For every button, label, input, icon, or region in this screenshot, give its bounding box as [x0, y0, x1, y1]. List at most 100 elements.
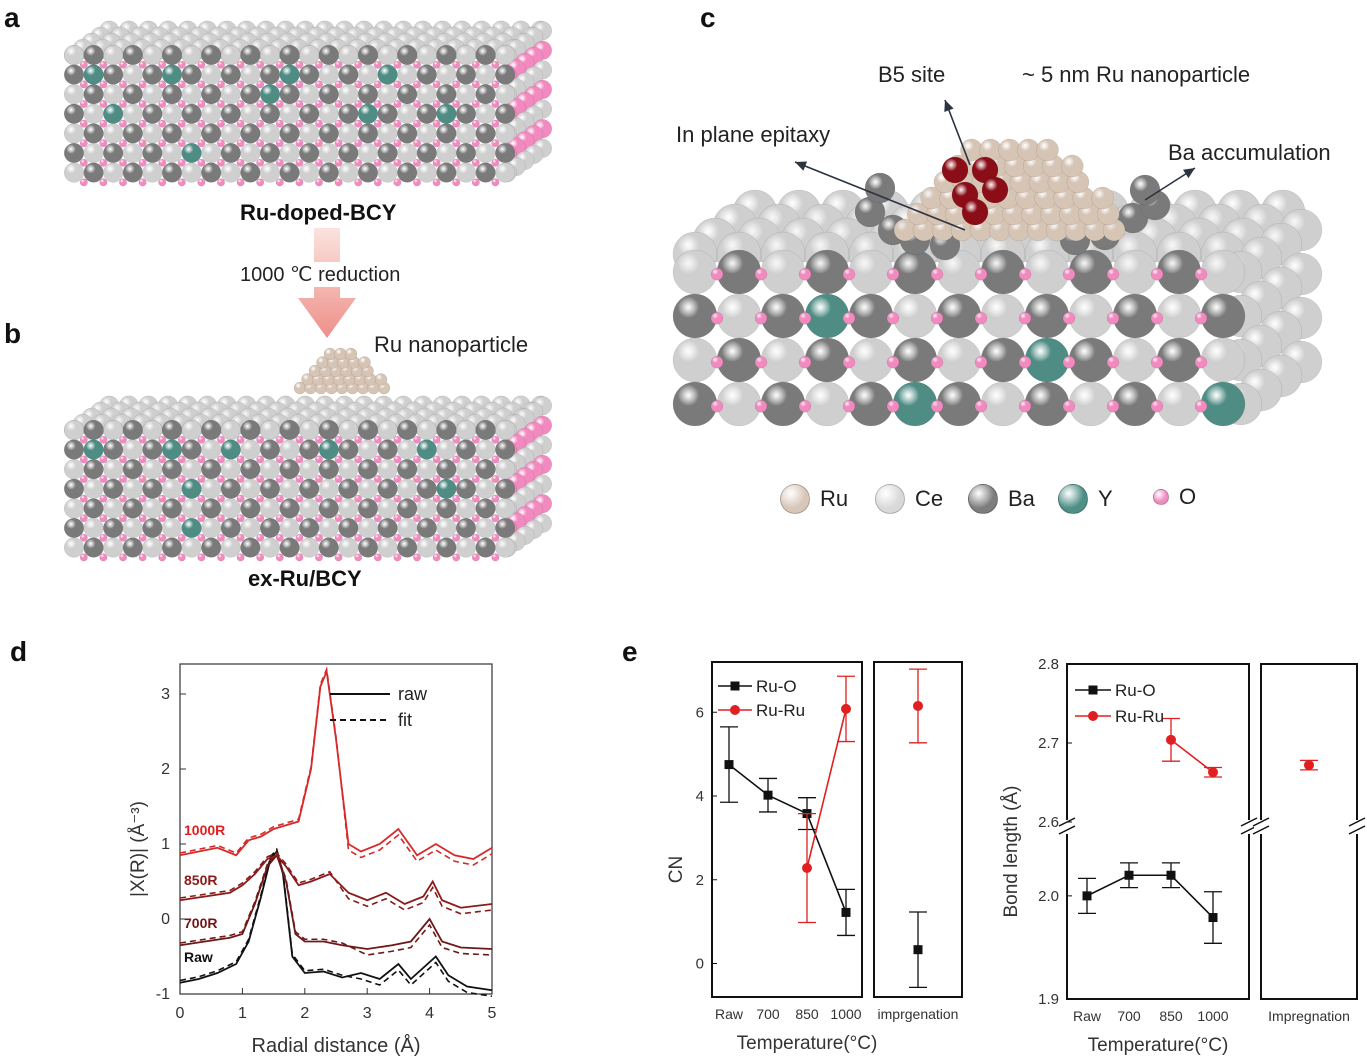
atom-front [1112, 293, 1158, 339]
atom-front [892, 381, 938, 427]
atom-o [99, 119, 108, 128]
point-Ru-Ru [841, 703, 851, 714]
atom-o [217, 455, 225, 464]
atom-o [393, 514, 402, 523]
reduction-arrow [298, 228, 356, 338]
atom-front [357, 103, 379, 124]
atom-front [455, 478, 477, 499]
atom-b5 [981, 176, 1009, 204]
legend-label: Ru-Ru [756, 701, 805, 720]
caption-a: Ru-doped-BCY [240, 200, 397, 225]
point-extra-Ru-Ru [913, 700, 923, 711]
atom-front [416, 537, 437, 558]
atom-front [161, 103, 183, 124]
atom-front [848, 249, 894, 295]
legend-label: Ru [820, 486, 849, 511]
atom-o [471, 158, 480, 167]
atom-o [452, 119, 461, 128]
atom-o [79, 158, 88, 167]
atom-o [236, 475, 245, 483]
atom-o [236, 494, 245, 503]
atom-front [760, 249, 806, 295]
atom-front [397, 44, 418, 66]
atom-o [275, 178, 284, 187]
atom-o [413, 494, 421, 503]
atom-o [373, 100, 382, 108]
atom-o [1018, 267, 1032, 281]
np-label-b: Ru nanoparticle [374, 332, 529, 357]
x-tick-label: 5 [488, 1005, 497, 1022]
atom-front [83, 84, 104, 105]
atom-o [373, 494, 382, 503]
atom-front [416, 439, 437, 460]
atom-front [397, 103, 418, 124]
atom-o [256, 494, 265, 503]
atom-o [471, 60, 480, 69]
atom-o [158, 139, 167, 148]
atom-front [259, 103, 281, 124]
atom-o [99, 80, 108, 89]
atom-o [275, 100, 284, 108]
atom-o [393, 139, 402, 148]
atom-front [377, 419, 398, 441]
atom-front [495, 103, 516, 124]
atom-o [119, 455, 127, 464]
series-label: Raw [184, 949, 213, 965]
atom-o [236, 178, 245, 187]
atom-ru [1017, 138, 1040, 162]
atom-front [672, 249, 718, 295]
atom-front [495, 517, 516, 539]
atom-front [83, 439, 104, 460]
series-850R-fit [179, 852, 493, 915]
atom-ru [323, 347, 337, 361]
atom-front [299, 64, 320, 85]
atom-o [275, 158, 284, 167]
atom-front [397, 162, 418, 183]
axis-break-mark [1252, 825, 1270, 835]
atom-o [315, 119, 323, 128]
atom-o [138, 80, 147, 89]
atom-front [161, 162, 183, 183]
atom-front [455, 64, 477, 85]
atom-o [158, 60, 167, 69]
atom-front [220, 123, 241, 144]
arrow-epitaxy-head [795, 161, 808, 171]
legend-label: Y [1098, 486, 1113, 511]
atom-front [142, 162, 163, 183]
atom-o [158, 533, 167, 542]
atom-front [495, 459, 516, 480]
atom-front [103, 44, 124, 66]
atom-front [495, 84, 516, 105]
atom-front [240, 64, 261, 85]
atom-o [99, 139, 108, 148]
atom-o [79, 119, 88, 128]
atom-ru [334, 347, 347, 361]
atom-ru [998, 138, 1021, 162]
atom-front [181, 419, 202, 441]
atom-ru [1091, 186, 1114, 210]
atom-o [842, 267, 856, 281]
atom-front [220, 142, 241, 164]
atom-front [416, 419, 437, 441]
legend-label: Ru-O [1115, 681, 1156, 700]
atom-front [103, 517, 124, 539]
atom-o [413, 139, 421, 148]
atom-o [1106, 267, 1120, 281]
atom-o [373, 455, 382, 464]
series-Ru-Ru [1170, 739, 1214, 773]
atom-front [63, 517, 85, 539]
atom-o [432, 435, 441, 444]
atom-front [299, 439, 320, 460]
atom-o [177, 158, 186, 167]
x-tick-label: Raw [715, 1006, 744, 1022]
series-Raw-fit [179, 847, 493, 998]
atom-front [377, 478, 398, 499]
atom-front [181, 64, 202, 85]
atom-front [436, 103, 457, 124]
atom-front [338, 103, 359, 124]
atom-o [99, 475, 108, 483]
x-tick-label-extra: Impregnation [1268, 1008, 1350, 1024]
atom-o [158, 80, 167, 89]
atom-o [315, 475, 323, 483]
atom-front [1156, 293, 1202, 339]
